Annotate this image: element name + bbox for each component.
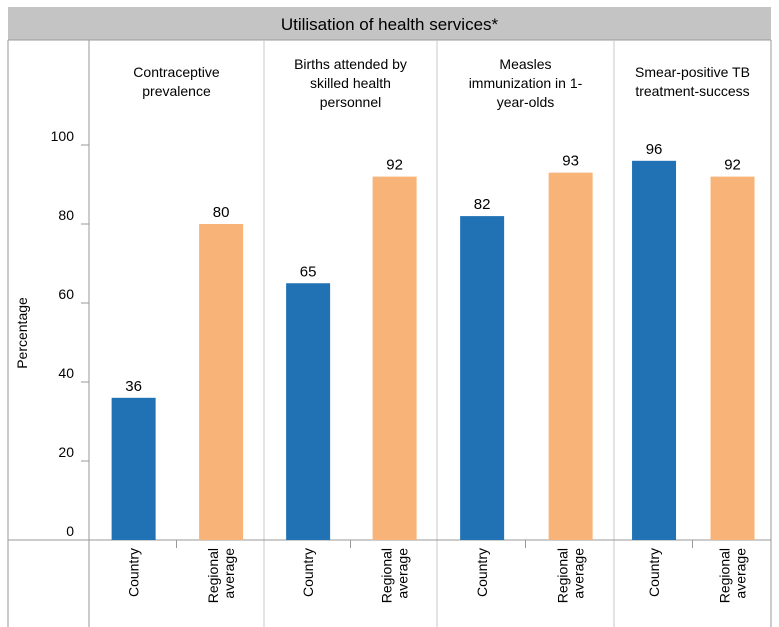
panel-label: immunization in 1- <box>469 75 583 91</box>
panel-label: Births attended by <box>294 56 407 72</box>
chart-title: Utilisation of health services* <box>281 15 499 34</box>
y-tick-label: 100 <box>51 128 75 144</box>
bar <box>460 216 505 540</box>
bar-value-label: 96 <box>646 141 663 158</box>
y-tick-label: 80 <box>58 207 74 223</box>
bar-category-label: average <box>733 548 749 599</box>
bar-category-label: Regional <box>717 548 733 603</box>
panel-label: skilled health <box>310 75 391 91</box>
bar-category-label: Regional <box>555 548 571 603</box>
panel-label: prevalence <box>142 83 211 99</box>
y-axis-label: Percentage <box>14 297 30 369</box>
bar <box>111 397 156 540</box>
y-tick-label: 20 <box>58 444 74 460</box>
bar <box>372 176 417 540</box>
y-tick-label: 40 <box>58 365 74 381</box>
panel-label: personnel <box>320 94 382 110</box>
panel-label: Measles <box>499 56 551 72</box>
bar-category-label: Country <box>300 548 316 597</box>
panel-label: Contraceptive <box>133 64 220 80</box>
bar-category-label: Regional <box>205 548 221 603</box>
bar-category-label: Country <box>126 548 142 597</box>
bar-category-label: Country <box>474 548 490 597</box>
bar-category-label: average <box>221 548 237 599</box>
bar-value-label: 36 <box>125 378 142 395</box>
bar-value-label: 65 <box>300 263 317 280</box>
bar <box>199 224 244 540</box>
panel-label: year-olds <box>497 94 555 110</box>
bar-category-label: average <box>571 548 587 599</box>
bar-value-label: 92 <box>386 157 403 174</box>
bar-category-label: Country <box>646 548 662 597</box>
bar <box>710 176 755 540</box>
panel-label: Smear-positive TB <box>635 64 750 80</box>
bar <box>548 172 593 540</box>
bar-category-label: Regional <box>379 548 395 603</box>
bar-value-label: 93 <box>562 153 579 170</box>
y-tick-label: 0 <box>66 523 74 539</box>
bar-value-label: 80 <box>213 204 230 221</box>
bar-value-label: 92 <box>724 157 741 174</box>
bar-category-label: average <box>395 548 411 599</box>
bar-value-label: 82 <box>474 196 491 213</box>
panel-label: treatment-success <box>635 83 749 99</box>
title-band <box>8 7 771 40</box>
bar <box>632 160 677 541</box>
bar <box>286 283 331 540</box>
y-tick-label: 60 <box>58 286 74 302</box>
